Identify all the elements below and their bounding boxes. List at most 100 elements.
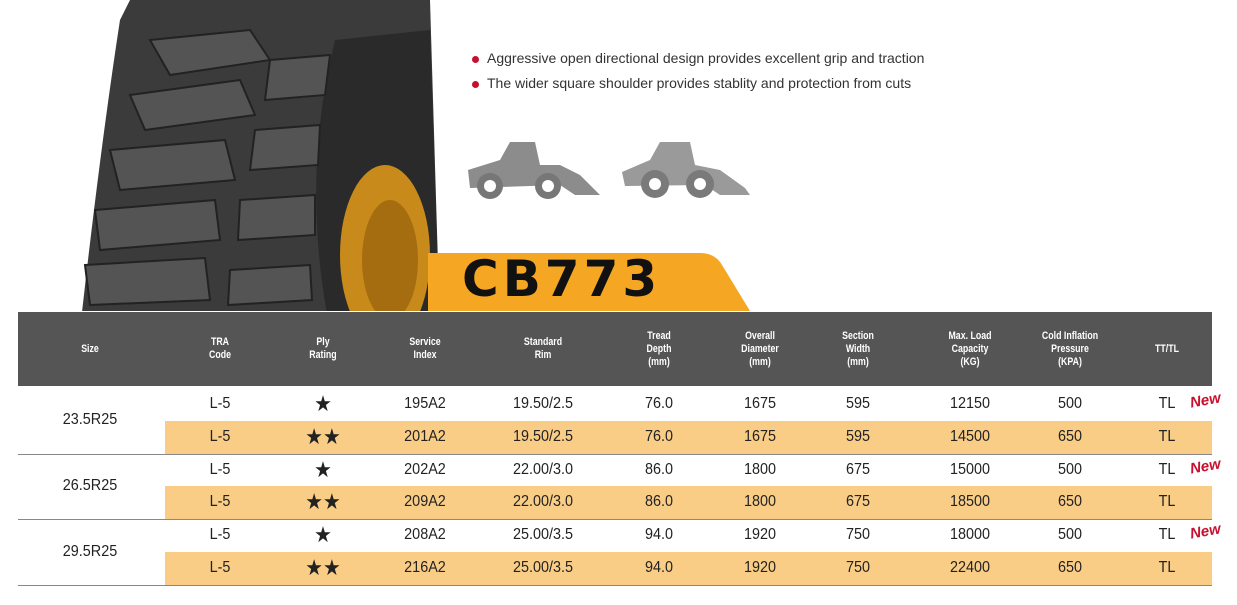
model-banner (428, 253, 750, 311)
table-cell: 750 (845, 526, 871, 544)
size-cell: 29.5R25 (62, 542, 118, 560)
table-cell: 22400 (949, 559, 991, 576)
model-name: CB773 (462, 250, 662, 308)
table-cell: L-5 (209, 526, 231, 544)
table-cell: 22.00/3.0 (512, 493, 574, 511)
table-cell: 25.00/3.5 (512, 559, 574, 576)
column-header: Cold Inflation (1041, 329, 1099, 342)
table-cell: 650 (1057, 559, 1083, 576)
table-cell: 86.0 (644, 493, 674, 511)
column-header: Code (209, 349, 231, 361)
column-header: Rim (534, 349, 552, 361)
table-cell: 19.50/2.5 (512, 427, 574, 445)
column-header: Tread (647, 329, 671, 342)
table-cell: 595 (845, 395, 871, 412)
tire-image (82, 0, 440, 311)
table-cell: 650 (1057, 493, 1083, 511)
table-cell: 14500 (949, 427, 991, 445)
row-band (165, 486, 1212, 520)
table-cell: L-5 (209, 395, 231, 412)
table-cell: 209A2 (404, 493, 446, 511)
table-cell: TL (1158, 559, 1176, 576)
table-cell: 750 (845, 559, 871, 576)
column-header: Standard (523, 336, 563, 348)
table-cell: 1675 (743, 427, 777, 445)
table-cell: L-5 (209, 460, 231, 478)
ply-stars: ★★ (305, 423, 341, 449)
table-cell: TL (1158, 493, 1176, 511)
table-cell: 18500 (949, 493, 991, 511)
table-cell: 202A2 (404, 460, 446, 478)
column-header: Service (409, 336, 441, 348)
table-cell: L-5 (209, 559, 231, 576)
table-cell: 500 (1057, 526, 1083, 544)
feature-bullet: The wider square shoulder provides stabl… (472, 75, 911, 91)
table-cell: L-5 (209, 427, 231, 445)
table-cell: 500 (1057, 395, 1083, 412)
table-cell: 22.00/3.0 (512, 460, 574, 478)
table-cell: TL (1158, 395, 1176, 412)
table-cell: 1800 (743, 493, 777, 511)
row-band (165, 420, 1212, 454)
table-cell: 216A2 (404, 559, 446, 576)
group-divider (18, 453, 1212, 455)
table-cell: 18000 (949, 526, 991, 544)
table-cell: 1920 (743, 526, 777, 544)
size-cell: 23.5R25 (62, 411, 118, 429)
group-divider (18, 584, 1212, 586)
ply-stars: ★ (314, 522, 332, 548)
column-header: Depth (646, 342, 672, 355)
table-cell: 76.0 (644, 395, 674, 412)
table-cell: L-5 (209, 493, 231, 511)
column-header: (KG) (960, 355, 980, 368)
ply-stars: ★★ (305, 489, 341, 515)
group-divider (18, 519, 1212, 521)
column-header: Max. Load (948, 329, 992, 342)
ply-stars: ★ (314, 456, 332, 482)
table-cell: 195A2 (404, 395, 446, 412)
table-cell: 500 (1057, 460, 1083, 478)
column-header: Width (845, 342, 871, 355)
table-cell: 94.0 (644, 526, 674, 544)
column-header: Size (81, 342, 99, 355)
table-cell: 650 (1057, 427, 1083, 445)
table-cell: 1675 (743, 395, 777, 412)
table-header-band (18, 312, 1212, 386)
table-cell: 86.0 (644, 460, 674, 478)
table-cell: 94.0 (644, 559, 674, 576)
table-cell: 19.50/2.5 (512, 395, 574, 412)
column-header: Pressure (1051, 342, 1089, 355)
feature-bullet: Aggressive open directional design provi… (472, 50, 924, 66)
ply-stars: ★ (314, 391, 332, 416)
column-header: Section (842, 329, 874, 342)
column-header: (mm) (749, 355, 771, 368)
table-cell: 25.00/3.5 (512, 526, 574, 544)
column-header: Overall (745, 329, 775, 342)
table-cell: TL (1158, 427, 1176, 445)
column-header: (mm) (648, 355, 670, 368)
column-header: Diameter (741, 342, 779, 355)
table-cell: 76.0 (644, 427, 674, 445)
column-header: (mm) (847, 355, 869, 368)
loader-icons (468, 142, 750, 199)
column-header: Rating (309, 349, 337, 361)
table-cell: TL (1158, 526, 1176, 544)
table-cell: TL (1158, 460, 1176, 478)
size-cell: 26.5R25 (62, 477, 118, 494)
table-cell: 12150 (949, 395, 991, 412)
table-cell: 201A2 (404, 427, 446, 445)
table-cell: 208A2 (404, 526, 446, 544)
column-header: Index (413, 349, 437, 361)
row-band (165, 552, 1212, 585)
table-cell: 675 (845, 493, 871, 511)
table-cell: 675 (845, 460, 871, 478)
table-cell: 595 (845, 427, 871, 445)
column-header: Capacity (951, 342, 989, 355)
table-cell: 1800 (743, 460, 777, 478)
column-header: (KPA) (1058, 355, 1082, 368)
column-header: TRA (210, 336, 230, 348)
table-cell: 1920 (743, 559, 777, 576)
column-header: Ply (316, 336, 330, 348)
table-cell: 15000 (949, 460, 991, 478)
